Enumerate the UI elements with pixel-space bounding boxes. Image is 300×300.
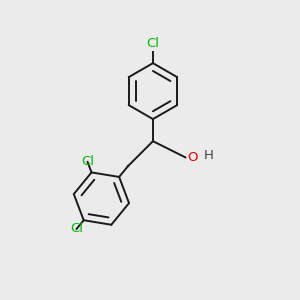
Text: H: H — [204, 149, 214, 162]
Text: O: O — [188, 151, 198, 164]
Text: Cl: Cl — [81, 155, 94, 169]
Text: Cl: Cl — [70, 222, 83, 236]
Text: Cl: Cl — [146, 38, 159, 50]
